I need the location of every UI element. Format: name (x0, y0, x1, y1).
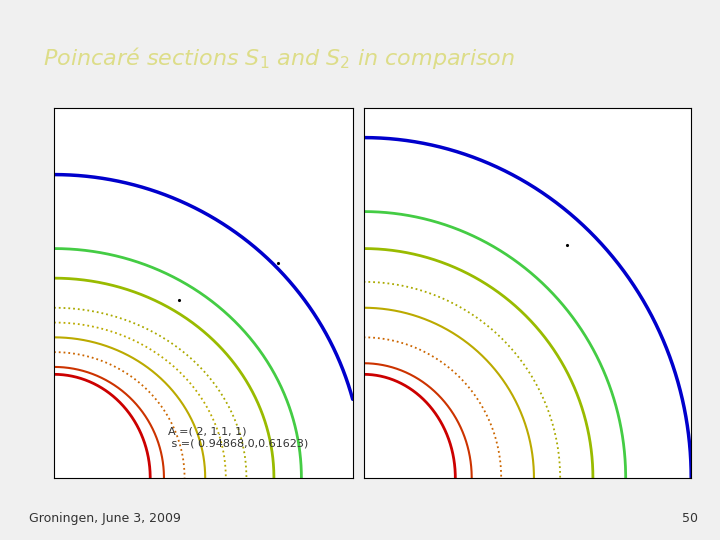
Text: A =( 2, 1.1, 1)
 s =( 0.94868,0,0.61623): A =( 2, 1.1, 1) s =( 0.94868,0,0.61623) (168, 427, 307, 448)
Text: 50: 50 (683, 512, 698, 525)
Text: Groningen, June 3, 2009: Groningen, June 3, 2009 (29, 512, 181, 525)
Text: Poincaré sections $S_1$ and $S_2$ in comparison: Poincaré sections $S_1$ and $S_2$ in com… (43, 45, 516, 71)
